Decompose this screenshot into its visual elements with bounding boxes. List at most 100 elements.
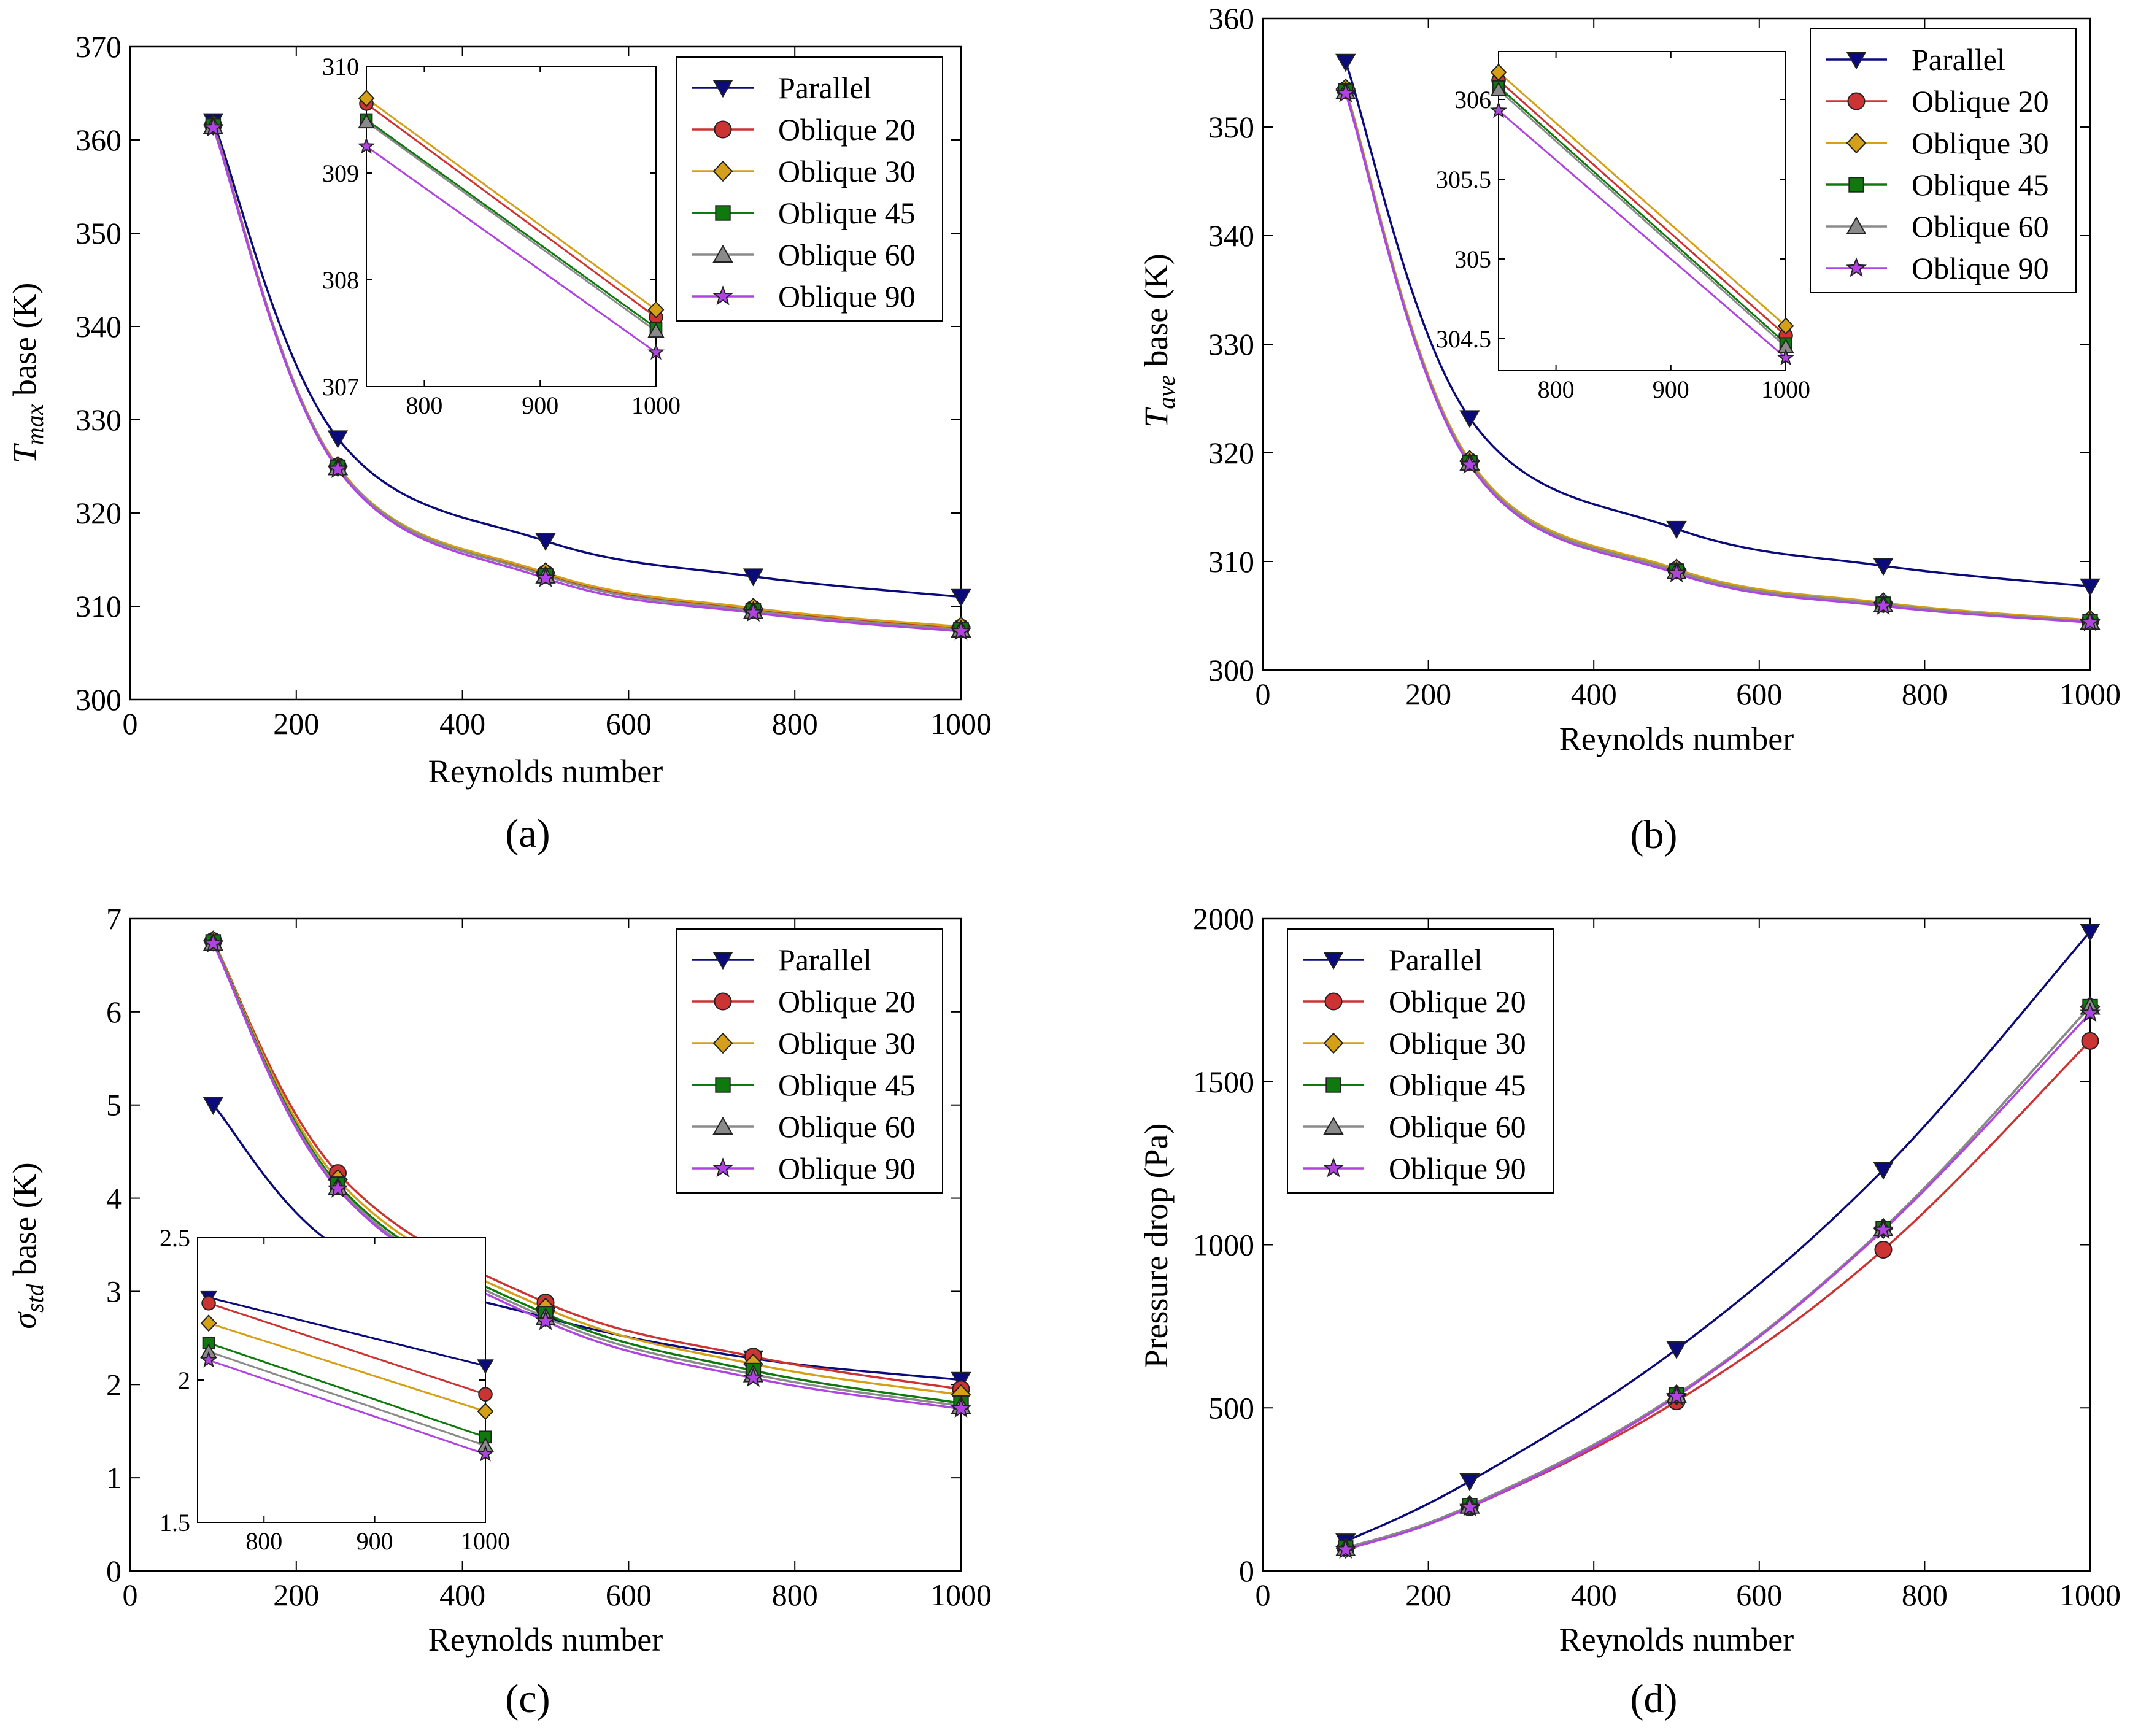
chart-c-legend-label-oblique-90: Oblique 90 (778, 1151, 916, 1186)
chart-a-legend-marker-oblique-90 (712, 285, 734, 306)
chart-b-xtick-label: 0 (1256, 677, 1271, 711)
chart-b-inset-ytick-label: 304.5 (1436, 325, 1491, 353)
chart-b-inset-ytick-label: 305.5 (1436, 166, 1491, 193)
chart-c-legend-label-oblique-45: Oblique 45 (778, 1068, 916, 1102)
chart-c-inset-line-oblique-90 (208, 1359, 486, 1456)
chart-b-ylabel-sub: ave (1152, 375, 1180, 409)
chart-a-line-parallel (212, 120, 962, 598)
chart-b-point-parallel (1873, 558, 1894, 576)
chart-a-xtick-label: 400 (439, 706, 485, 741)
chart-b-ytick-label: 310 (1208, 544, 1254, 579)
chart-b-inset-xtick-label: 800 (1538, 376, 1575, 403)
chart-d-legend-marker-oblique-90 (1322, 1157, 1345, 1178)
chart-a-inset-ytick-label: 310 (322, 53, 359, 80)
chart-a-point-parallel (535, 533, 556, 551)
chart-d-ylabel-main: Pressure drop (Pa) (1138, 1124, 1175, 1368)
chart-c-ytick-label: 4 (106, 1181, 122, 1216)
chart-b-xtick-label: 1000 (2059, 677, 2121, 711)
chart-d-legend-label-parallel: Parallel (1389, 943, 1483, 977)
chart-c-inset-point-oblique-90 (199, 1351, 218, 1368)
chart-d-point-parallel (1873, 1162, 1894, 1180)
chart-c-ylabel-rest: base (K) (6, 1162, 43, 1284)
chart-b-line-oblique-90 (1345, 93, 2091, 624)
chart-b-ytick-label: 300 (1208, 653, 1254, 687)
chart-c-xtick-label: 600 (606, 1578, 652, 1612)
chart-d-ytick-label: 0 (1239, 1554, 1254, 1588)
chart-c-ytick-label: 3 (106, 1274, 122, 1308)
chart-a-point-oblique-90 (203, 117, 224, 137)
chart-b-inset: 800 900 1000 304.5 305 305.5 306 (1436, 51, 1810, 403)
chart-a-inset-point-oblique-30 (358, 90, 375, 107)
chart-a-legend-label-oblique-45: Oblique 45 (778, 196, 916, 230)
chart-c-point-oblique-90 (327, 1178, 349, 1198)
chart-a-xtick-label: 1000 (930, 706, 992, 741)
chart-c-legend-marker-oblique-90 (712, 1157, 734, 1178)
chart-a-ytick-label: 310 (75, 589, 122, 623)
chart-c-inset: 800 900 1000 1.5 2 2.5 (160, 1224, 510, 1555)
chart-a-ylabel-rest: base (K) (6, 283, 43, 404)
chart-a-point-parallel (327, 430, 349, 449)
chart-d-legend-marker-oblique-20 (1324, 992, 1343, 1011)
chart-d-ytick-label: 1500 (1193, 1065, 1254, 1099)
chart-b-inset-ytick-label: 305 (1454, 245, 1491, 273)
chart-a-xlabel: Reynolds number (428, 753, 663, 790)
chart-d-ytick-label: 500 (1208, 1391, 1254, 1425)
chart-c-inset-line-parallel (208, 1296, 486, 1367)
chart-c-legend-marker-parallel (712, 952, 733, 970)
chart-c-point-oblique-90 (203, 933, 224, 953)
chart-a-ytick-label: 330 (75, 403, 122, 437)
chart-c-ytick-label: 2 (106, 1367, 122, 1402)
chart-b-point-oblique-90 (1872, 595, 1894, 615)
chart-c-inset-xtick-label: 1000 (461, 1527, 510, 1555)
chart-d-legend-marker-parallel (1323, 952, 1344, 970)
chart-d-legend-label-oblique-45: Oblique 45 (1389, 1068, 1526, 1102)
chart-c-inset-point-oblique-90 (476, 1445, 495, 1462)
chart-c-inset-point-parallel (477, 1359, 494, 1375)
chart-c-line-oblique-90 (212, 943, 962, 1410)
chart-b-inset-point-oblique-90 (1777, 349, 1795, 366)
chart-a-legend-marker-parallel (712, 80, 733, 98)
chart-c-inset-frame (197, 1237, 486, 1523)
chart-d-legend-marker-oblique-45 (1325, 1077, 1341, 1093)
chart-c-xtick-label: 400 (439, 1578, 485, 1612)
chart-b-point-oblique-90 (2079, 611, 2101, 631)
chart-a-inset-point-oblique-90 (357, 137, 376, 154)
chart-b-inset-xtick-label: 1000 (1761, 376, 1810, 403)
chart-d-caption: (d) (1630, 1676, 1678, 1721)
chart-a-inset-point-oblique-60 (358, 114, 375, 129)
chart-d-point-oblique-20 (1874, 1240, 1893, 1259)
chart-d-line-oblique-90 (1345, 1012, 2091, 1551)
chart-a-xtick-label: 800 (772, 706, 818, 741)
chart-a-ytick-label: 360 (75, 123, 122, 157)
chart-c-point-oblique-90 (743, 1367, 764, 1387)
chart-a-point-parallel (951, 588, 971, 608)
chart-a-legend-box (676, 56, 943, 322)
chart-b-point-parallel (1666, 520, 1687, 539)
chart-c-xtick-label: 800 (772, 1578, 818, 1612)
chart-a-inset-xtick-label: 900 (522, 392, 558, 419)
chart-d-point-oblique-90 (1459, 1496, 1481, 1516)
chart-c-ylabel-main: σ (6, 1311, 43, 1329)
chart-b-legend: Parallel Oblique 20 Oblique 30 Oblique 45 Ob… (1810, 28, 2077, 293)
chart-d-xlabel: Reynolds number (1559, 1621, 1794, 1658)
chart-a-legend-label-oblique-30: Oblique 30 (778, 154, 916, 188)
chart-b-legend-marker-oblique-20 (1847, 92, 1866, 110)
chart-b-legend-label-oblique-45: Oblique 45 (1912, 168, 2049, 202)
chart-b-ylabel-rest: base (K) (1138, 253, 1175, 375)
chart-d-ylabel: Pressure drop (Pa) (1138, 1124, 1175, 1368)
chart-a-legend-label-parallel: Parallel (778, 71, 872, 105)
chart-d-xtick-label: 600 (1736, 1578, 1782, 1612)
chart-b-caption: (b) (1630, 812, 1678, 857)
chart-a-point-oblique-90 (950, 620, 972, 641)
chart-d-point-parallel (2080, 924, 2101, 942)
chart-c-inset-line-oblique-60 (208, 1351, 486, 1447)
chart-a-inset-line-oblique-30 (366, 97, 657, 311)
chart-a-ytick-label: 350 (75, 216, 122, 250)
chart-c-point-oblique-90 (950, 1397, 972, 1418)
chart-d-xtick-label: 200 (1405, 1578, 1451, 1612)
chart-d-legend-marker-oblique-60 (1323, 1116, 1344, 1135)
chart-b-ylabel-main: T (1138, 407, 1175, 428)
chart-b-inset-point-oblique-30 (1777, 317, 1794, 335)
chart-d-point-oblique-90 (2079, 1002, 2101, 1022)
